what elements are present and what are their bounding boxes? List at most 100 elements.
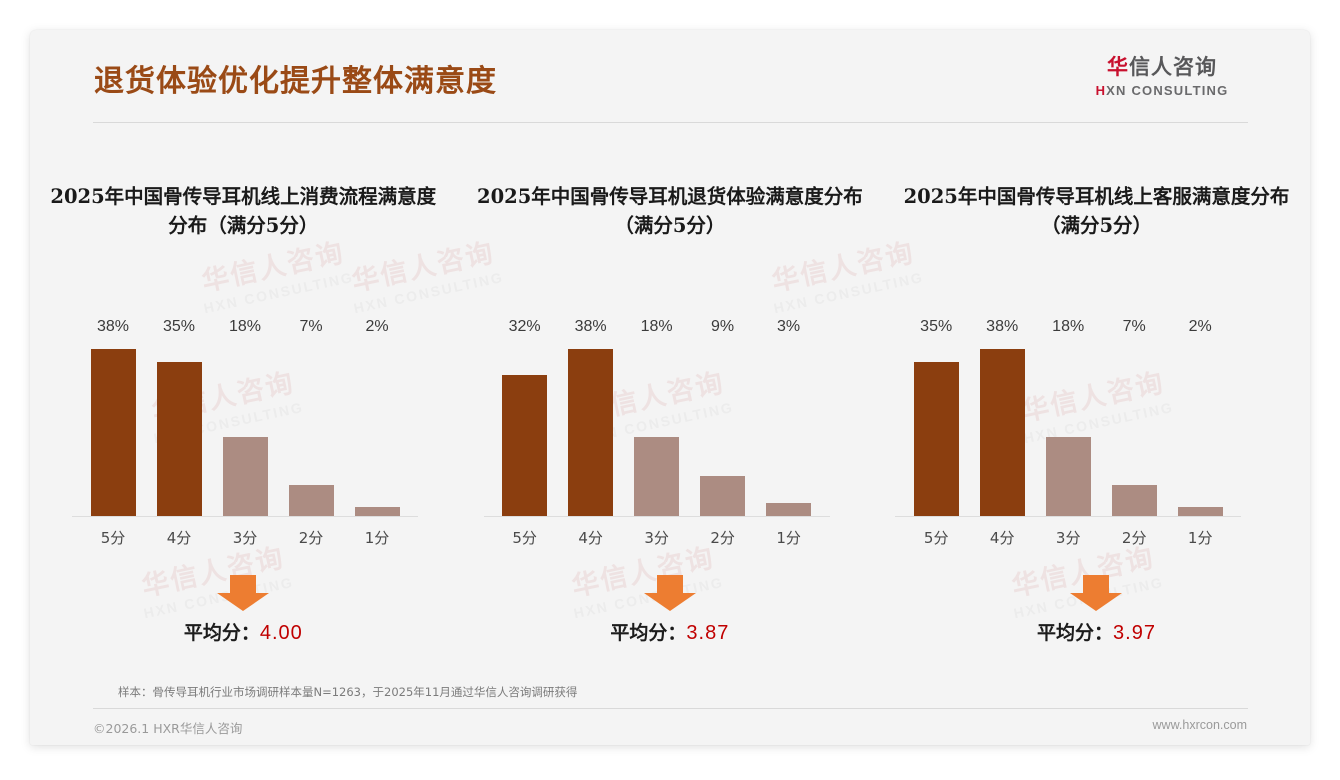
average-score-block: 平均分：3.97 — [883, 575, 1310, 645]
bar-cell: 35% — [146, 318, 212, 516]
bar[interactable] — [766, 503, 812, 516]
bar-cell: 32% — [492, 318, 558, 516]
x-tick-label: 2分 — [298, 529, 324, 547]
average-score-value: 3.87 — [686, 622, 730, 644]
arrow-head — [1070, 593, 1123, 611]
average-score-label: 平均分： — [183, 622, 260, 644]
bar-value-label: 18% — [228, 318, 262, 335]
bar-group: 38% 35% 18% 7% — [80, 318, 410, 516]
header-divider — [93, 122, 1248, 123]
bar[interactable] — [700, 476, 746, 516]
bar-cell: 9% — [690, 318, 756, 516]
x-tick-label: 3分 — [644, 529, 669, 547]
bar-group: 35% 38% 18% 7% — [903, 318, 1233, 516]
x-tick-label: 1分 — [1187, 529, 1213, 547]
bar[interactable] — [502, 375, 548, 516]
logo-en-accent: H — [1095, 83, 1107, 98]
bar-cell: 18% — [624, 318, 690, 516]
x-axis-line — [72, 516, 418, 517]
x-axis-line — [895, 516, 1242, 517]
x-tick-label: 4分 — [578, 529, 603, 547]
down-arrow-icon — [643, 575, 696, 611]
copyright-text: ©2026.1 HXR华信人咨询 — [93, 721, 243, 736]
average-score-label: 平均分： — [1037, 622, 1114, 644]
bar[interactable] — [222, 437, 268, 516]
arrow-stem — [230, 575, 257, 593]
bar[interactable] — [354, 507, 400, 516]
chart-column-1: 2025年中国骨传导耳机线上消费流程满意度分布（满分5分） 38% 35% 18… — [30, 140, 457, 680]
chart-title: 2025年中国骨传导耳机线上消费流程满意度分布（满分5分） — [50, 185, 437, 237]
page-title: 退货体验优化提升整体满意度 — [94, 64, 497, 99]
bar-cell: 38% — [80, 318, 146, 516]
chart-column-2: 2025年中国骨传导耳机退货体验满意度分布（满分5分） 32% 38% 18% — [457, 140, 884, 680]
x-tick-label: 5分 — [100, 529, 126, 547]
x-tick-label: 1分 — [776, 529, 801, 547]
chart-title: 2025年中国骨传导耳机退货体验满意度分布（满分5分） — [477, 185, 863, 237]
arrow-head — [217, 593, 270, 611]
x-tick-label: 3分 — [1055, 529, 1081, 547]
bar-cell: 2% — [1167, 318, 1233, 516]
bar[interactable] — [1045, 437, 1091, 516]
logo-accent-char: 华 — [1107, 55, 1129, 79]
bar[interactable] — [156, 362, 202, 516]
average-score-value: 3.97 — [1113, 622, 1156, 644]
slide-footer: ©2026.1 HXR华信人咨询 www.hxrcon.com — [30, 714, 1310, 745]
x-axis-labels: 5分 4分 3分 2分 1分 — [80, 527, 410, 548]
x-tick-label: 3分 — [232, 529, 258, 547]
bar[interactable] — [568, 349, 614, 516]
bar-value-label: 7% — [299, 318, 323, 335]
x-tick-label: 2分 — [710, 529, 735, 547]
logo-chinese-name: 华信人咨询 — [1077, 55, 1247, 80]
average-score-text: 平均分：3.87 — [457, 618, 884, 645]
bar[interactable] — [1111, 485, 1157, 516]
bar-value-label: 32% — [508, 318, 541, 335]
x-axis-line — [483, 516, 830, 517]
average-score-value: 4.00 — [259, 622, 303, 644]
bar[interactable] — [634, 437, 680, 516]
bar-value-label: 7% — [1122, 318, 1146, 335]
bar-value-label: 38% — [96, 318, 130, 335]
bar-value-label: 9% — [711, 318, 735, 335]
bar-cell: 2% — [344, 318, 410, 516]
bar[interactable] — [90, 349, 136, 516]
bar-value-label: 18% — [1052, 318, 1085, 335]
bar[interactable] — [913, 362, 959, 516]
bar[interactable] — [288, 485, 334, 516]
bar-chart-plot: 32% 38% 18% 9% — [483, 310, 830, 550]
website-url[interactable]: www.hxrcon.com — [1152, 718, 1247, 732]
x-tick-label: 5分 — [923, 529, 949, 547]
bar-cell: 7% — [278, 318, 344, 516]
bar-cell: 18% — [212, 318, 278, 516]
bar-value-label: 3% — [777, 318, 801, 335]
x-tick-label: 2分 — [1121, 529, 1147, 547]
bar-value-label: 35% — [162, 318, 196, 335]
x-tick-label: 4分 — [166, 529, 192, 547]
bar[interactable] — [1177, 507, 1223, 516]
logo-rest-chars: 信人咨询 — [1129, 55, 1217, 79]
bar-cell: 35% — [903, 318, 969, 516]
average-score-block: 平均分：4.00 — [30, 575, 457, 645]
bar-value-label: 35% — [920, 318, 953, 335]
bar-cell: 3% — [756, 318, 822, 516]
source-footnote: 样本：骨传导耳机行业市场调研样本量N=1263，于2025年11月通过华信人咨询… — [118, 685, 578, 699]
charts-container: 2025年中国骨传导耳机线上消费流程满意度分布（满分5分） 38% 35% 18… — [30, 140, 1310, 680]
down-arrow-icon — [1070, 575, 1123, 611]
bar-chart-plot: 35% 38% 18% 7% — [895, 310, 1242, 550]
bar-chart-plot: 38% 35% 18% 7% — [72, 310, 418, 550]
bar-cell: 7% — [1101, 318, 1167, 516]
slide-canvas: 华信人咨询 HXN CONSULTING 华信人咨询 HXN CONSULTIN… — [30, 30, 1310, 745]
bar[interactable] — [979, 349, 1025, 516]
footer-divider — [93, 708, 1248, 709]
bar-value-label: 18% — [640, 318, 673, 335]
bar-cell: 38% — [969, 318, 1035, 516]
arrow-stem — [1083, 575, 1110, 593]
x-tick-label: 1分 — [364, 529, 390, 547]
bar-cell: 18% — [1035, 318, 1101, 516]
logo-english-name: HXN CONSULTING — [1077, 83, 1247, 98]
x-tick-label: 5分 — [512, 529, 537, 547]
bar-value-label: 2% — [365, 318, 389, 335]
average-score-text: 平均分：4.00 — [30, 618, 457, 645]
logo-en-rest: XN CONSULTING — [1106, 83, 1229, 98]
average-score-block: 平均分：3.87 — [457, 575, 884, 645]
chart-column-3: 2025年中国骨传导耳机线上客服满意度分布（满分5分） 35% 38% 18% — [883, 140, 1310, 680]
